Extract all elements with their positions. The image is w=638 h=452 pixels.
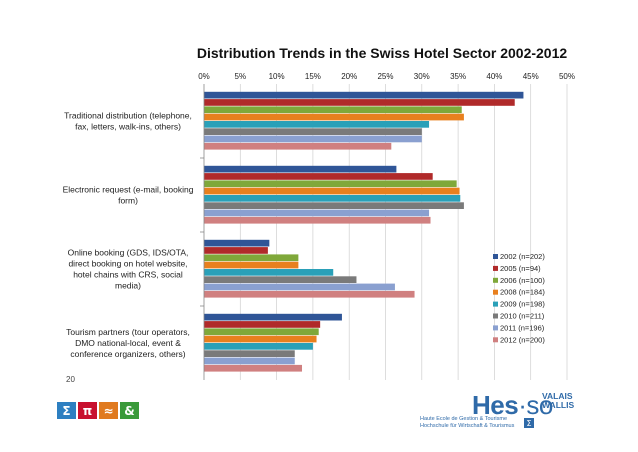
logo-sub-line1: Haute Ecole de Gestion & Tourisme: [420, 416, 508, 422]
bar: [204, 128, 422, 135]
legend-label: 2008 (n=184): [500, 288, 545, 297]
bar: [204, 209, 430, 217]
bar: [204, 335, 317, 343]
category-label: Online booking (GDS, IDS/OTA, direct book…: [68, 248, 189, 291]
legend: 2002 (n=202) 2005 (n=94) 2006 (n=100) 2008 …: [493, 252, 545, 344]
bar: [204, 142, 392, 150]
bar: [204, 106, 462, 114]
hes-so-logo: Hes·so VALAIS WALLIS Haute Ecole de Gest…: [420, 386, 580, 436]
legend-swatch: [493, 265, 498, 271]
bar: [204, 121, 430, 128]
bar: [204, 195, 461, 202]
legend-swatch: [493, 289, 498, 295]
bar: [204, 180, 457, 188]
category-label: Traditional distribution (telephone, fax,…: [64, 111, 192, 132]
bar: [204, 283, 395, 291]
legend-swatch: [493, 337, 498, 343]
legend-label: 2010 (n=211): [500, 312, 545, 321]
bar: [204, 343, 313, 350]
bar: [204, 247, 268, 254]
legend-label: 2012 (n=200): [500, 335, 545, 344]
bar: [204, 276, 357, 283]
x-tick-label: 40%: [486, 72, 502, 81]
x-tick-label: 5%: [235, 72, 247, 81]
chart: Distribution Trends in the Swiss Hotel S…: [63, 45, 575, 384]
legend-label: 2005 (n=94): [500, 264, 541, 273]
bar: [204, 261, 299, 269]
legend-label: 2006 (n=100): [500, 276, 545, 285]
legend-swatch: [493, 277, 498, 283]
category-label-line: media): [115, 281, 141, 291]
logo-main: Hes: [472, 390, 519, 420]
bars: [200, 91, 524, 372]
x-tick-label: 10%: [269, 72, 285, 81]
sigma-icon: Σ: [57, 402, 76, 419]
bar: [204, 216, 431, 224]
category-labels: Traditional distribution (telephone, fax,…: [63, 111, 194, 360]
pi-icon: π: [78, 402, 97, 419]
bar: [204, 91, 524, 99]
logo-region-line1: VALAIS: [542, 391, 573, 401]
category-label: Tourism partners (tour operators, DMO nat…: [66, 327, 190, 359]
x-tick-label: 50%: [559, 72, 575, 81]
bar: [204, 135, 422, 143]
category-label-line: Tourism partners (tour operators,: [66, 327, 190, 337]
logo-sigma-icon: Σ: [524, 418, 534, 428]
bar: [204, 313, 342, 321]
legend-swatch: [493, 325, 498, 331]
category-label-line: Online booking (GDS, IDS/OTA,: [68, 248, 189, 258]
x-tick-label: 30%: [414, 72, 430, 81]
legend-label: 2002 (n=202): [500, 252, 545, 261]
legend-swatch: [493, 301, 498, 307]
category-label-line: direct booking on hotel website,: [68, 259, 187, 269]
bar: [204, 254, 299, 262]
logo-suffix: so: [526, 390, 553, 420]
bar: [204, 364, 303, 372]
bar: [204, 328, 319, 336]
bar: [204, 321, 321, 328]
page-number: 20: [66, 375, 75, 384]
x-tick-label: 0%: [198, 72, 210, 81]
bar: [204, 357, 295, 365]
bar: [204, 187, 460, 195]
category-label-line: Electronic request (e-mail, booking: [63, 185, 194, 195]
legend-swatch: [493, 254, 498, 259]
x-axis-ticks: 0% 5% 10% 15% 20% 25% 30% 35% 40% 45% 50%: [198, 72, 575, 81]
x-tick-label: 20%: [341, 72, 357, 81]
ampersand-icon: &: [120, 402, 139, 419]
bar: [204, 165, 397, 173]
legend-label: 2011 (n=196): [500, 323, 545, 332]
brand-icons: Σ π ≈ &: [57, 402, 139, 419]
logo-region-line2: WALLIS: [542, 400, 575, 410]
x-tick-label: 15%: [305, 72, 321, 81]
bar: [204, 99, 515, 106]
bar: [204, 173, 433, 180]
bar: [204, 239, 270, 247]
x-tick-label: 45%: [523, 72, 539, 81]
bar: [204, 269, 334, 276]
bar: [204, 290, 415, 298]
bar: [204, 113, 464, 121]
x-tick-label: 35%: [450, 72, 466, 81]
category-label-line: DMO national-local, event &: [75, 338, 181, 348]
category-label-line: fax, letters, walk-ins, others): [75, 122, 181, 132]
bar: [204, 350, 295, 357]
legend-label: 2009 (n=198): [500, 300, 545, 309]
category-label-line: Traditional distribution (telephone,: [64, 111, 192, 121]
chart-title: Distribution Trends in the Swiss Hotel S…: [197, 45, 568, 61]
legend-swatch: [493, 313, 498, 319]
logo-wordmark: Hes·so: [472, 390, 553, 421]
category-label-line: hotel chains with CRS, social: [73, 270, 183, 280]
category-label-line: form): [118, 196, 138, 206]
bar: [204, 202, 464, 209]
category-label-line: conference organizers, others): [70, 349, 185, 359]
approx-icon: ≈: [99, 402, 118, 419]
logo-sub-line2: Hochschule für Wirtschaft & Tourismus: [420, 423, 515, 429]
x-tick-label: 25%: [377, 72, 393, 81]
category-label: Electronic request (e-mail, booking form): [63, 185, 194, 206]
logo-region: VALAIS WALLIS: [542, 392, 574, 410]
logo-separator: ·: [518, 390, 527, 420]
